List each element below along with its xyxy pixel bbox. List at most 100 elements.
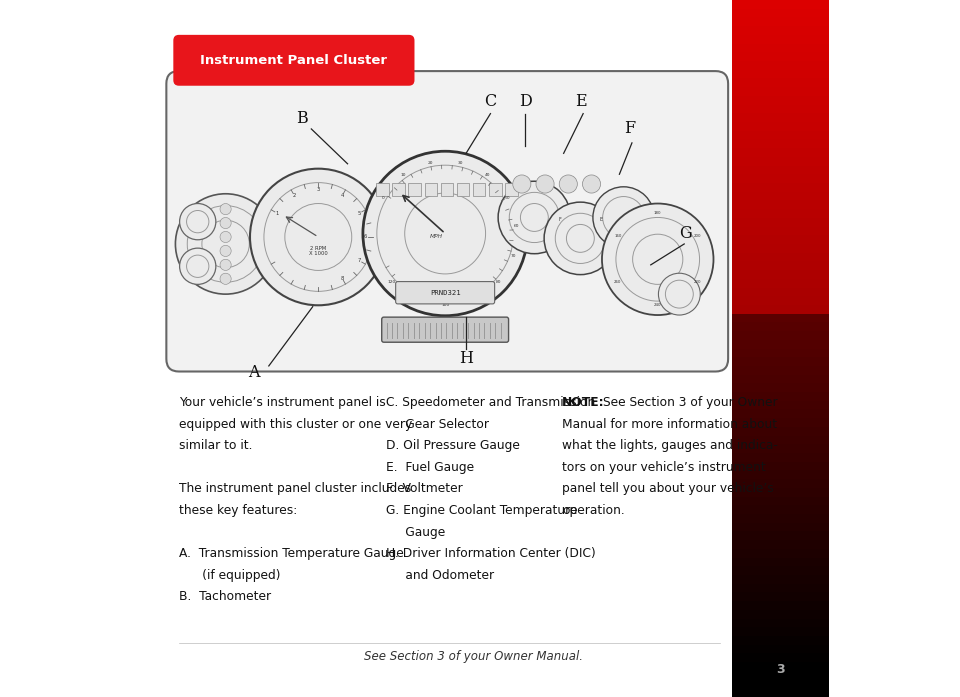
Bar — [732, 514, 828, 523]
Bar — [505, 183, 517, 196]
Text: 80: 80 — [495, 279, 501, 284]
Text: B.  Tachometer: B. Tachometer — [179, 590, 271, 604]
Text: 120: 120 — [388, 279, 396, 284]
Bar — [732, 418, 828, 427]
Bar — [424, 183, 437, 196]
Bar — [732, 462, 828, 470]
Text: NOTE:: NOTE: — [563, 396, 605, 409]
Bar — [732, 340, 828, 348]
Circle shape — [513, 175, 531, 193]
Text: H: H — [459, 351, 473, 367]
Bar — [732, 583, 828, 592]
Text: 220: 220 — [694, 280, 702, 284]
Text: 2 RPM
X 1000: 2 RPM X 1000 — [309, 245, 327, 256]
FancyBboxPatch shape — [382, 317, 509, 342]
Bar — [732, 645, 828, 654]
Bar — [732, 96, 828, 105]
Text: G. Engine Coolant Temperature: G. Engine Coolant Temperature — [386, 504, 577, 517]
Bar — [732, 671, 828, 680]
Bar — [457, 183, 469, 196]
Circle shape — [220, 231, 231, 243]
Text: 40: 40 — [485, 174, 491, 178]
Text: Instrument Panel Cluster: Instrument Panel Cluster — [201, 54, 388, 67]
Bar — [732, 654, 828, 662]
Text: F: F — [558, 217, 561, 222]
Text: 260: 260 — [614, 280, 621, 284]
Text: (if equipped): (if equipped) — [179, 569, 280, 582]
Text: MPH: MPH — [430, 234, 444, 240]
Circle shape — [250, 169, 387, 305]
Bar — [732, 201, 828, 209]
Bar — [732, 427, 828, 436]
Text: 90: 90 — [471, 297, 477, 301]
Text: 3: 3 — [776, 663, 784, 675]
Text: C: C — [485, 93, 496, 109]
Text: 6: 6 — [364, 234, 368, 240]
Bar — [732, 575, 828, 584]
Text: 60: 60 — [514, 224, 519, 228]
Bar — [732, 488, 828, 496]
Text: Manual for more information about: Manual for more information about — [563, 418, 778, 431]
Bar — [732, 453, 828, 461]
Bar — [732, 227, 828, 236]
Circle shape — [180, 248, 216, 284]
Text: B: B — [297, 110, 308, 127]
Bar — [732, 166, 828, 174]
Circle shape — [602, 204, 713, 315]
Bar — [732, 558, 828, 566]
Text: The instrument panel cluster includes: The instrument panel cluster includes — [179, 482, 411, 496]
Bar — [732, 174, 828, 183]
Bar — [732, 627, 828, 636]
Text: D: D — [519, 93, 532, 109]
Circle shape — [220, 259, 231, 270]
Text: Your vehicle’s instrument panel is: Your vehicle’s instrument panel is — [179, 396, 386, 409]
Bar — [489, 183, 501, 196]
Text: operation.: operation. — [563, 504, 625, 517]
Text: these key features:: these key features: — [179, 504, 298, 517]
Text: 7: 7 — [358, 258, 361, 263]
Text: 100: 100 — [441, 303, 449, 307]
Bar — [732, 244, 828, 253]
Text: equipped with this cluster or one very: equipped with this cluster or one very — [179, 418, 412, 431]
Circle shape — [560, 175, 577, 193]
Bar — [732, 192, 828, 201]
Bar — [732, 375, 828, 383]
Text: A.  Transmission Temperature Gauge: A. Transmission Temperature Gauge — [179, 547, 403, 560]
Text: E: E — [575, 93, 587, 109]
Bar — [732, 35, 828, 43]
Bar — [732, 383, 828, 392]
Text: Gauge: Gauge — [386, 526, 445, 539]
Circle shape — [498, 181, 570, 254]
Text: 240: 240 — [654, 303, 661, 307]
Bar — [732, 296, 828, 305]
FancyBboxPatch shape — [166, 71, 728, 372]
Bar — [732, 392, 828, 401]
Text: F: F — [624, 121, 636, 137]
Bar — [732, 148, 828, 157]
Text: 180: 180 — [654, 211, 661, 215]
Bar — [732, 0, 828, 8]
Text: 10: 10 — [400, 174, 406, 178]
Bar — [732, 357, 828, 366]
Circle shape — [220, 273, 231, 284]
Bar — [732, 78, 828, 87]
Text: 200: 200 — [694, 234, 702, 238]
Bar — [441, 183, 453, 196]
Bar — [732, 87, 828, 95]
Bar — [732, 331, 828, 340]
Bar — [732, 592, 828, 601]
Text: 8: 8 — [340, 275, 344, 280]
Text: 0: 0 — [382, 196, 384, 199]
Bar — [732, 496, 828, 505]
Bar — [732, 401, 828, 410]
Text: D. Oil Pressure Gauge: D. Oil Pressure Gauge — [386, 439, 519, 452]
Bar — [732, 52, 828, 61]
Bar — [732, 9, 828, 17]
Bar — [408, 183, 420, 196]
Text: 160: 160 — [614, 234, 621, 238]
Bar — [732, 470, 828, 480]
Bar — [732, 236, 828, 244]
Text: 2: 2 — [293, 194, 297, 199]
Text: what the lights, gauges and indica-: what the lights, gauges and indica- — [563, 439, 779, 452]
Bar — [732, 122, 828, 131]
